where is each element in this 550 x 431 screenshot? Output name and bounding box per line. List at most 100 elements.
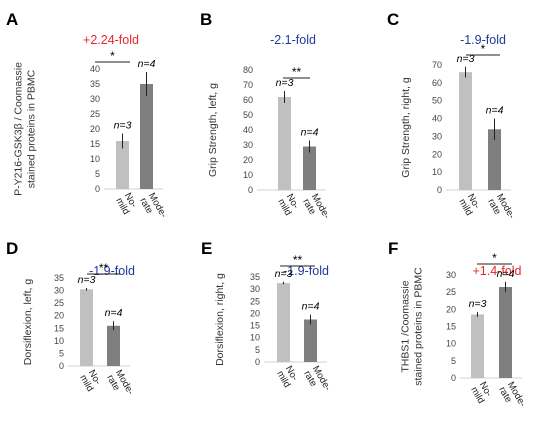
bar-no-mild [277,283,290,362]
y-tick-label: 5 [95,169,100,179]
panel-letter: F [388,239,398,258]
fold-change-label: -1.9-fold [460,33,506,47]
y-tick-label: 35 [250,272,260,282]
bar-moderate [107,325,120,366]
panel-letter: E [201,239,212,258]
y-tick-label: 25 [90,109,100,119]
y-tick-label: 25 [54,298,64,308]
panel-d: D -1.9-fold Dorsiflexion, left, g 0 5 10 15 20 2… [6,239,136,402]
category-label: Mode-rate [104,368,136,402]
n-label: n=4 [497,268,515,280]
category-label: No-mild [275,192,302,218]
panel-a: A +2.24-fold P-Y216-GSK3β / Coomassie stain… [6,10,169,225]
significance-marker: ** [99,261,109,275]
y-tick-label: 40 [243,125,253,135]
n-label: n=3 [114,120,132,132]
y-tick-label: 20 [243,155,253,165]
panel-f: F +1.4-fold THBS1 /Coomassie stained protei… [388,239,528,414]
y-tick-label: 10 [250,333,260,343]
n-label: n=3 [276,77,294,89]
y-axis-label: Dorsiflexion, left, g [22,279,34,366]
n-label: n=4 [138,58,156,70]
category-label: No-mild [468,380,495,406]
category-label: Mode-rate [301,364,333,398]
y-tick-label: 20 [90,124,100,134]
y-tick-label: 20 [446,304,456,314]
panel-b: B -2.1-fold Grip Strength, left, g 0 10 20 30 4… [200,10,332,226]
bar-moderate [303,146,316,190]
y-axis-label: Grip Strength, left, g [207,83,219,177]
y-tick-label: 5 [59,348,64,358]
y-tick-label: 60 [432,78,442,88]
n-label: n=3 [78,274,96,286]
y-tick-label: 35 [54,273,64,283]
y-tick-label: 10 [90,154,100,164]
n-label: n=4 [301,127,319,139]
y-tick-label: 70 [432,60,442,70]
significance-marker: * [492,251,497,265]
y-tick-label: 50 [432,96,442,106]
n-label: n=3 [469,298,487,310]
y-tick-label: 10 [446,339,456,349]
fold-change-label: -1.9-fold [283,264,329,278]
category-label: Mode-rate [137,191,169,225]
n-label: n=4 [486,105,504,117]
y-tick-label: 30 [90,94,100,104]
bar-moderate [304,319,317,362]
y-tick-label: 40 [90,64,100,74]
n-label: n=3 [457,53,475,65]
fold-change-label: -2.1-fold [270,33,316,47]
y-tick-label: 30 [250,284,260,294]
bar-no-mild [278,97,291,190]
category-label: No-mild [274,364,301,390]
panel-letter: A [6,10,18,29]
y-tick-label: 15 [250,321,260,331]
panel-e: E -1.9-fold Dorsiflexion, right, g 0 5 10 15 20… [201,239,333,398]
y-tick-label: 15 [90,139,100,149]
y-tick-label: 15 [446,322,456,332]
bar-no-mild [459,72,472,190]
fold-change-label: +1.4-fold [473,264,522,278]
category-label: Mode-rate [485,192,517,226]
y-axis-label: P-Y216-GSK3β / Coomassie [13,62,25,196]
y-axis-label: stained proteins in PBMC [413,267,425,386]
category-label: No-mild [456,192,483,218]
n-label: n=4 [105,307,123,319]
bar-moderate [499,287,512,378]
y-tick-label: 25 [446,287,456,297]
y-tick-label: 0 [248,185,253,195]
panel-letter: D [6,239,18,258]
fold-change-label: -1.9-fold [89,264,135,278]
y-tick-label: 5 [451,356,456,366]
y-tick-label: 30 [54,286,64,296]
y-tick-label: 10 [54,336,64,346]
bar-no-mild [80,289,93,366]
bar-moderate [488,129,501,190]
panel-c: C -1.9-fold Grip Strength, right, g 0 10 20 30… [387,10,517,226]
n-label: n=4 [302,301,320,313]
bar-no-mild [116,141,129,189]
y-tick-label: 20 [432,149,442,159]
panel-letter: B [200,10,212,29]
panel-letter: C [387,10,399,29]
y-tick-label: 0 [437,185,442,195]
y-tick-label: 35 [90,79,100,89]
significance-marker: ** [292,65,302,79]
y-tick-label: 30 [432,131,442,141]
y-tick-label: 25 [250,296,260,306]
fold-change-label: +2.24-fold [83,33,139,47]
y-tick-label: 20 [250,308,260,318]
significance-marker: ** [293,253,303,267]
y-axis-label: stained proteins in PBMC [26,69,38,188]
y-tick-label: 0 [95,184,100,194]
y-tick-label: 80 [243,65,253,75]
bar-no-mild [471,314,484,378]
y-tick-label: 70 [243,80,253,90]
y-tick-label: 5 [255,345,260,355]
y-axis-label: Grip Strength, right, g [400,77,412,178]
category-label: Mode-rate [300,192,332,226]
y-tick-label: 30 [446,270,456,280]
y-tick-label: 10 [432,167,442,177]
category-label: Mode-rate [496,380,528,414]
